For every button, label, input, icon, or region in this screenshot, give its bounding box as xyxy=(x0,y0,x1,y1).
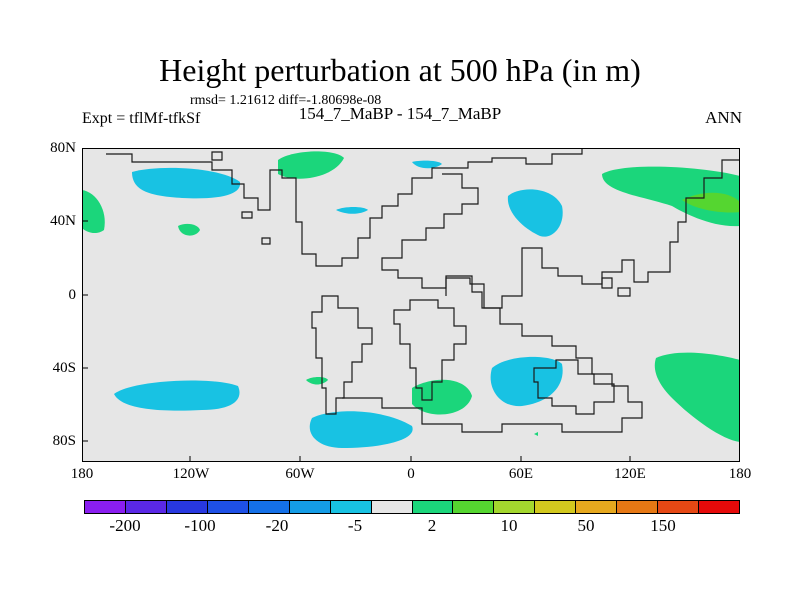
colorbar-swatch-10 xyxy=(494,501,536,513)
colorbar-swatch-5 xyxy=(289,501,331,513)
colorbar-label-50: 50 xyxy=(577,516,595,535)
lat-label-80s: 80S xyxy=(52,433,76,449)
anomaly-east-pacific-south xyxy=(654,352,740,442)
colorbar-swatch-3 xyxy=(207,501,249,513)
lon-label-0: 0 xyxy=(407,466,415,482)
lon-label-60w: 60W xyxy=(285,466,315,482)
plot-title: Height perturbation at 500 hPa (in m) xyxy=(159,52,641,88)
map-plot xyxy=(82,148,740,462)
colorbar-label-minus200: -200 xyxy=(109,516,141,535)
lat-label-0: 0 xyxy=(68,287,77,303)
lat-label-80n: 80N xyxy=(50,140,76,156)
lat-label-40n: 40N xyxy=(50,213,76,229)
anomaly-siberia xyxy=(507,189,563,237)
colorbar-label-minus5: -5 xyxy=(347,516,363,535)
anomaly-north-atlantic xyxy=(82,190,105,234)
colorbar-swatch-9 xyxy=(453,501,495,513)
lon-label-60e: 60E xyxy=(508,466,534,482)
season-label: ANN xyxy=(705,108,742,127)
anomaly-small-south xyxy=(534,432,538,436)
map-ticks xyxy=(82,148,631,462)
colorbar-swatch-15 xyxy=(699,501,739,513)
anomaly-north-pacific-east xyxy=(602,166,740,227)
colorbar-label-150: 150 xyxy=(650,516,676,535)
colorbar-label-2: 2 xyxy=(427,516,437,535)
anomaly-south-pacific xyxy=(114,380,240,411)
colorbar-swatch-13 xyxy=(617,501,659,513)
colorbar xyxy=(84,500,740,514)
stats-line: rmsd= 1.21612 diff=-1.80698e-08 xyxy=(190,93,382,108)
lon-label-120e: 120E xyxy=(614,466,646,482)
anomaly-arctic-small xyxy=(412,160,442,169)
anomaly-central-atlantic xyxy=(336,207,368,214)
experiment-label: Expt = tflMf-tfkSf xyxy=(82,110,201,127)
coastline-antarctica xyxy=(342,277,643,433)
colorbar-swatch-6 xyxy=(330,501,372,513)
colorbar-swatch-8 xyxy=(412,501,454,513)
colorbar-label-10: 10 xyxy=(500,516,518,535)
coastline-islands xyxy=(211,151,631,297)
lon-label-180w: 180 xyxy=(70,466,94,482)
colorbar-swatch-7 xyxy=(371,501,413,513)
colorbar-swatch-1 xyxy=(125,501,167,513)
colorbar-label-minus100: -100 xyxy=(184,516,216,535)
colorbar-label-minus20: -20 xyxy=(265,516,289,535)
anomaly-mid-pacific xyxy=(178,223,200,236)
colorbar-swatch-11 xyxy=(535,501,577,513)
coastlines xyxy=(106,148,740,433)
coastline-eurasia xyxy=(381,159,740,309)
anomaly-north-pacific xyxy=(132,167,241,199)
coastline-africa xyxy=(393,299,467,401)
colorbar-swatch-4 xyxy=(248,501,290,513)
coastline-north-america xyxy=(106,148,583,267)
lat-label-40s: 40S xyxy=(52,360,76,376)
anomaly-south-indian xyxy=(490,356,563,407)
lon-label-120w: 120W xyxy=(172,466,210,482)
lon-label-180e: 180 xyxy=(728,466,752,482)
colorbar-swatch-2 xyxy=(166,501,208,513)
anomaly-southern-africa xyxy=(412,379,472,415)
colorbar-swatch-0 xyxy=(85,501,126,513)
anomaly-south-atlantic xyxy=(309,411,413,448)
positive-anomalies xyxy=(82,151,740,442)
anomaly-greenland xyxy=(278,151,344,179)
colorbar-swatch-12 xyxy=(576,501,618,513)
colorbar-swatch-14 xyxy=(658,501,700,513)
negative-anomalies xyxy=(114,160,563,448)
case-label: 154_7_MaBP - 154_7_MaBP xyxy=(298,104,502,123)
coastline-australia xyxy=(533,359,615,415)
